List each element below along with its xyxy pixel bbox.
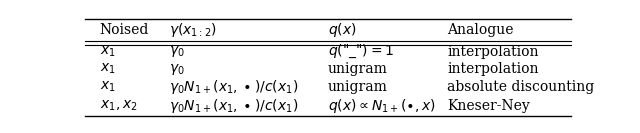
Text: $\gamma_0 N_{1+}(x_1,\bullet)/c(x_1)$: $\gamma_0 N_{1+}(x_1,\bullet)/c(x_1)$ xyxy=(169,78,298,96)
Text: interpolation: interpolation xyxy=(447,62,538,76)
Text: $x_1$: $x_1$ xyxy=(100,79,116,94)
Text: unigram: unigram xyxy=(328,62,388,76)
Text: $\gamma_0 N_{1+}(x_1,\bullet)/c(x_1)$: $\gamma_0 N_{1+}(x_1,\bullet)/c(x_1)$ xyxy=(169,97,298,115)
Text: $\gamma(x_{1:2})$: $\gamma(x_{1:2})$ xyxy=(169,21,217,39)
Text: $x_1$: $x_1$ xyxy=(100,45,116,59)
Text: Kneser-Ney: Kneser-Ney xyxy=(447,99,530,113)
Text: Analogue: Analogue xyxy=(447,23,513,37)
Text: unigram: unigram xyxy=(328,80,388,94)
Text: absolute discounting: absolute discounting xyxy=(447,80,595,94)
Text: $q($"$\_$"$) = 1$: $q($"$\_$"$) = 1$ xyxy=(328,43,394,60)
Text: $\gamma_0$: $\gamma_0$ xyxy=(169,44,185,59)
Text: Noised: Noised xyxy=(100,23,149,37)
Text: $\gamma_0$: $\gamma_0$ xyxy=(169,62,185,77)
Text: $x_1, x_2$: $x_1, x_2$ xyxy=(100,99,138,113)
Text: $x_1$: $x_1$ xyxy=(100,62,116,76)
Text: $q(x) \propto N_{1+}(\bullet, x)$: $q(x) \propto N_{1+}(\bullet, x)$ xyxy=(328,97,436,115)
Text: $q(x)$: $q(x)$ xyxy=(328,21,356,39)
Text: interpolation: interpolation xyxy=(447,45,538,59)
